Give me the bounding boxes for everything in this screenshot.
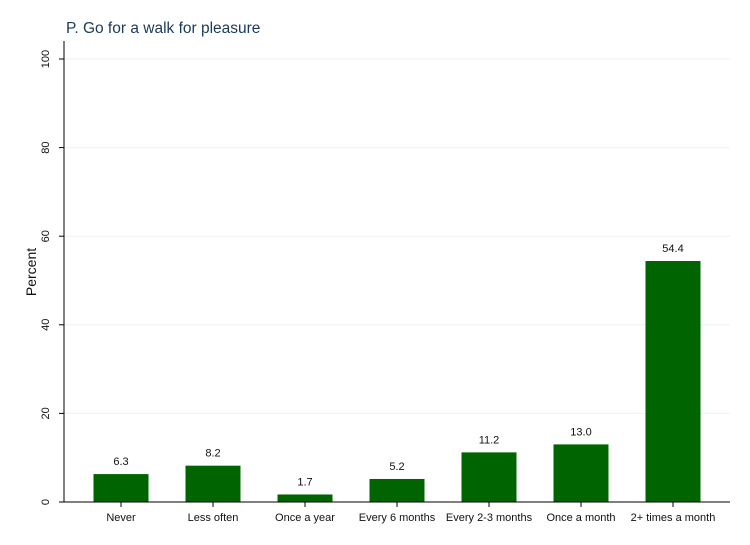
bar bbox=[93, 474, 149, 502]
x-tick-label: Never bbox=[106, 512, 136, 524]
x-tick-label: Less often bbox=[188, 512, 239, 524]
data-label: 54.4 bbox=[662, 243, 683, 255]
bar bbox=[185, 465, 241, 502]
x-tick-label: Every 2-3 months bbox=[446, 512, 533, 524]
data-label: 1.7 bbox=[297, 476, 312, 488]
y-tick-label: 20 bbox=[40, 407, 52, 419]
y-tick-label: 0 bbox=[40, 499, 52, 505]
bar bbox=[277, 494, 333, 502]
y-axis-label: Percent bbox=[23, 248, 39, 296]
y-tick-label: 100 bbox=[40, 50, 52, 68]
labels: 6.3 Never 8.2 Less often 1.7 Once a year 5.2 Ev… bbox=[23, 50, 715, 524]
y-tick-label: 40 bbox=[40, 319, 52, 331]
data-label: 5.2 bbox=[389, 461, 404, 473]
chart-title: P. Go for a walk for pleasure bbox=[66, 20, 261, 37]
bar bbox=[369, 478, 425, 502]
x-tick-label: 2+ times a month bbox=[631, 512, 716, 524]
data-label: 13.0 bbox=[570, 426, 591, 438]
x-tick-label: Once a year bbox=[275, 512, 335, 524]
bar bbox=[645, 261, 701, 502]
data-label: 6.3 bbox=[113, 456, 128, 468]
data-label: 8.2 bbox=[205, 448, 220, 460]
x-tick-label: Once a month bbox=[546, 512, 615, 524]
x-tick-label: Every 6 months bbox=[359, 512, 436, 524]
gridlines bbox=[64, 58, 730, 414]
bar bbox=[461, 452, 517, 502]
y-tick-label: 80 bbox=[40, 141, 52, 153]
axes bbox=[59, 41, 730, 507]
y-tick-label: 60 bbox=[40, 230, 52, 242]
data-label: 11.2 bbox=[479, 434, 500, 446]
bars bbox=[93, 261, 701, 502]
bar bbox=[553, 444, 609, 502]
